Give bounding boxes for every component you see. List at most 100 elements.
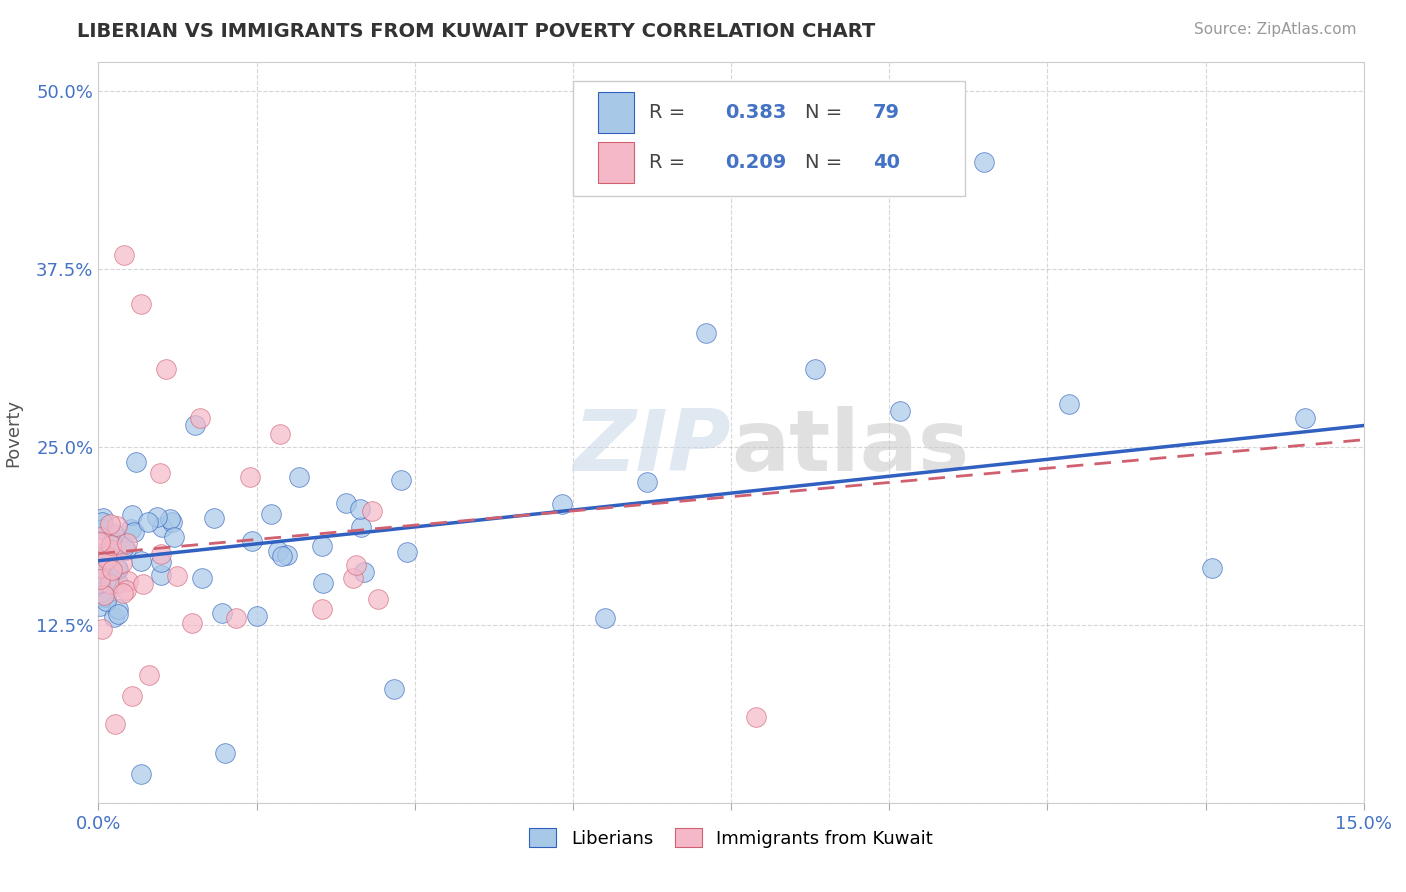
- Text: atlas: atlas: [731, 406, 969, 489]
- Point: [312, 576, 335, 591]
- Point: [115, 543, 138, 558]
- Point: [202, 510, 225, 524]
- Point: [260, 507, 283, 521]
- Point: [211, 606, 233, 620]
- Point: [91, 622, 114, 636]
- Point: [93, 511, 115, 525]
- Text: Source: ZipAtlas.com: Source: ZipAtlas.com: [1194, 22, 1357, 37]
- Point: [1057, 397, 1080, 411]
- Point: [311, 602, 333, 616]
- Point: [129, 554, 152, 568]
- Point: [353, 566, 375, 580]
- FancyBboxPatch shape: [599, 142, 634, 183]
- Text: ZIP: ZIP: [574, 406, 731, 489]
- Point: [112, 586, 135, 600]
- Point: [112, 247, 135, 261]
- Point: [104, 717, 127, 731]
- Text: LIBERIAN VS IMMIGRANTS FROM KUWAIT POVERTY CORRELATION CHART: LIBERIAN VS IMMIGRANTS FROM KUWAIT POVER…: [77, 22, 876, 41]
- Point: [804, 361, 827, 376]
- Point: [150, 556, 173, 570]
- Point: [115, 582, 138, 597]
- Point: [271, 549, 294, 564]
- Point: [214, 746, 236, 760]
- Point: [350, 520, 373, 534]
- Point: [91, 522, 114, 536]
- Point: [89, 572, 111, 586]
- Point: [103, 610, 125, 624]
- Point: [225, 611, 247, 625]
- Text: 0.383: 0.383: [725, 103, 786, 122]
- Point: [149, 547, 172, 561]
- FancyBboxPatch shape: [599, 93, 634, 133]
- Point: [91, 590, 114, 604]
- Point: [96, 549, 118, 563]
- Point: [163, 529, 186, 543]
- Point: [89, 530, 111, 544]
- Point: [389, 473, 412, 487]
- Point: [91, 559, 114, 574]
- Text: 0.209: 0.209: [725, 153, 786, 172]
- Point: [551, 497, 574, 511]
- Y-axis label: Poverty: Poverty: [4, 399, 22, 467]
- Point: [695, 326, 717, 340]
- Text: R =: R =: [648, 153, 692, 172]
- Point: [101, 564, 124, 578]
- Point: [166, 568, 188, 582]
- Point: [1201, 561, 1223, 575]
- Point: [98, 526, 121, 541]
- Point: [107, 576, 129, 591]
- Point: [267, 544, 290, 558]
- Legend: Liberians, Immigrants from Kuwait: Liberians, Immigrants from Kuwait: [520, 819, 942, 856]
- Point: [93, 588, 115, 602]
- Point: [89, 573, 111, 587]
- Point: [190, 571, 212, 585]
- Point: [125, 455, 148, 469]
- Point: [344, 558, 367, 572]
- Point: [146, 510, 169, 524]
- Point: [98, 577, 121, 591]
- Point: [129, 767, 152, 781]
- Point: [382, 681, 405, 696]
- Point: [159, 512, 181, 526]
- Point: [110, 556, 132, 570]
- Point: [112, 540, 135, 554]
- Point: [115, 536, 138, 550]
- Point: [105, 518, 128, 533]
- Point: [155, 361, 177, 376]
- Point: [149, 466, 172, 480]
- FancyBboxPatch shape: [574, 81, 966, 195]
- Point: [89, 561, 111, 575]
- Point: [107, 562, 129, 576]
- Point: [162, 515, 184, 529]
- Point: [89, 599, 111, 613]
- Point: [90, 585, 112, 599]
- Text: R =: R =: [648, 103, 692, 122]
- Point: [367, 591, 389, 606]
- Point: [246, 608, 269, 623]
- Point: [117, 574, 139, 588]
- Point: [121, 689, 143, 703]
- Point: [395, 545, 418, 559]
- Point: [100, 533, 122, 547]
- Point: [91, 546, 114, 560]
- Point: [107, 607, 129, 622]
- Point: [150, 520, 173, 534]
- Point: [240, 534, 263, 549]
- Point: [121, 508, 143, 523]
- Point: [188, 411, 211, 425]
- Point: [636, 475, 658, 490]
- Point: [94, 594, 117, 608]
- Point: [288, 470, 311, 484]
- Point: [105, 561, 128, 575]
- Point: [342, 571, 364, 585]
- Point: [184, 417, 207, 432]
- Point: [335, 496, 357, 510]
- Text: 79: 79: [873, 103, 900, 122]
- Point: [276, 548, 298, 562]
- Point: [107, 601, 129, 615]
- Text: N =: N =: [804, 103, 848, 122]
- Text: N =: N =: [804, 153, 848, 172]
- Point: [94, 573, 117, 587]
- Point: [89, 534, 111, 549]
- Point: [745, 710, 768, 724]
